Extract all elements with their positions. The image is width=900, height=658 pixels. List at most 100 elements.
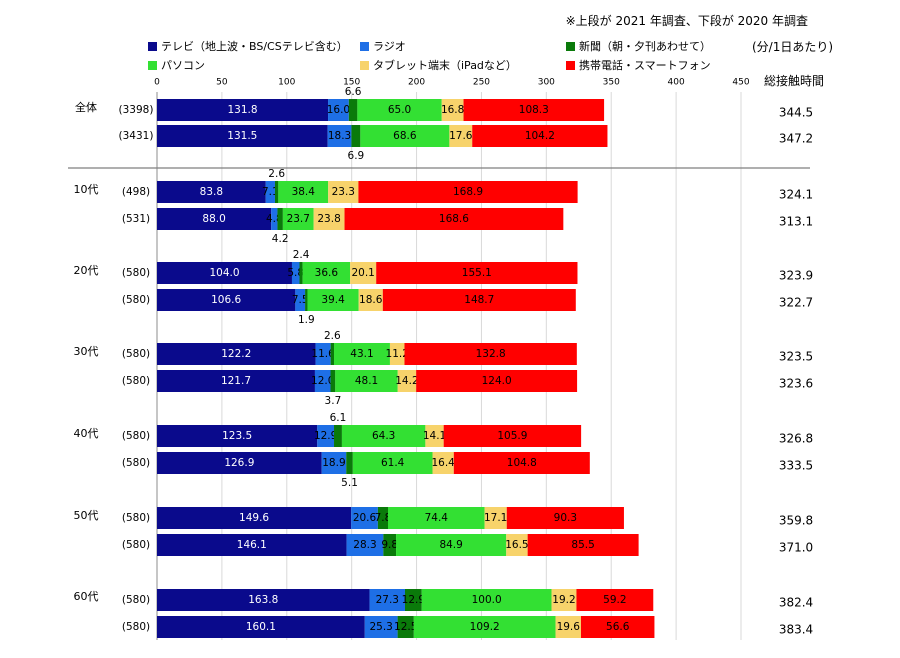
data-label: 19.6 (557, 621, 581, 633)
legend-item-tv: テレビ（地上波・BS/CSテレビ含む） (148, 38, 348, 54)
bar-segment (443, 425, 582, 447)
bar-segment (389, 343, 405, 365)
data-label: 14.2 (395, 375, 418, 387)
data-label: 11.2 (386, 348, 409, 360)
data-label: 132.8 (476, 348, 506, 360)
bar-segment (315, 343, 331, 365)
bar-segment (157, 534, 347, 556)
bar-segment (314, 370, 331, 392)
x-tick-label: 150 (343, 78, 360, 88)
data-label: 64.3 (372, 430, 395, 442)
bar-segment (321, 452, 347, 474)
data-label: 106.6 (211, 294, 241, 306)
data-label: 18.6 (359, 294, 383, 306)
data-label: 6.1 (330, 412, 347, 424)
data-label: 23.3 (332, 186, 355, 198)
data-label: 16.5 (505, 539, 528, 551)
data-label: 123.5 (222, 430, 252, 442)
total-value: 383.4 (779, 623, 813, 637)
sample-size-label: (3398) (119, 104, 154, 116)
bar-segment (527, 534, 639, 556)
total-value: 326.8 (779, 432, 813, 446)
data-label: 108.3 (519, 104, 549, 116)
bar-segment (295, 289, 306, 311)
bar-segment (405, 589, 422, 611)
data-label: 23.7 (287, 213, 310, 225)
data-label: 16.4 (431, 457, 455, 469)
data-label: 27.3 (376, 594, 399, 606)
sample-size-label: (580) (122, 430, 150, 442)
data-label: 84.9 (439, 539, 462, 551)
bar-segment (441, 99, 464, 121)
data-label: 61.4 (381, 457, 405, 469)
data-label: 20.1 (351, 267, 374, 279)
bar-segment (302, 262, 351, 284)
data-label: 14.1 (423, 430, 446, 442)
data-label: 7.1 (262, 186, 279, 198)
bar-segment (157, 125, 328, 147)
data-label: 155.1 (462, 267, 492, 279)
data-label: 124.0 (482, 375, 512, 387)
data-label: 20.6 (353, 512, 377, 524)
data-label: 43.1 (350, 348, 373, 360)
total-value: 324.1 (779, 188, 813, 202)
bar-segment (580, 616, 655, 638)
bar-segment (382, 289, 576, 311)
data-label: 11.6 (311, 348, 335, 360)
total-value: 323.5 (779, 350, 813, 364)
data-label: 148.7 (464, 294, 494, 306)
legend-label-tablet: タブレット端末（iPadなど） (373, 59, 517, 72)
legend-item-radio: ラジオ (360, 38, 406, 54)
x-tick-label: 250 (473, 78, 490, 88)
group-label: 10代 (74, 183, 99, 196)
bar-segment (358, 289, 383, 311)
data-label: 1.9 (298, 314, 315, 326)
bar-segment (425, 425, 444, 447)
group-label: 50代 (74, 509, 99, 522)
bar-segment (432, 452, 454, 474)
bar-segment (157, 425, 318, 447)
data-label: 19.2 (552, 594, 575, 606)
bar-segment (330, 370, 336, 392)
bar-segment (278, 181, 329, 203)
bar-segment (344, 208, 564, 230)
data-label: 16.0 (327, 104, 350, 116)
legend-label-mobile: 携帯電話・スマートフォン (579, 59, 711, 72)
bar-segment (157, 589, 370, 611)
bar-segment (334, 425, 342, 447)
group-label: 30代 (74, 345, 99, 358)
data-label: 18.3 (328, 130, 351, 142)
data-label: 48.1 (355, 375, 378, 387)
data-label: 17.1 (484, 512, 507, 524)
x-tick-label: 300 (538, 78, 555, 88)
data-label: 168.9 (453, 186, 483, 198)
data-label: 109.2 (470, 621, 500, 633)
data-label: 149.6 (239, 512, 269, 524)
legend-swatch-tv (148, 41, 157, 51)
total-value: 382.4 (779, 596, 813, 610)
data-label: 16.8 (441, 104, 464, 116)
bar-segment (157, 507, 352, 529)
bar-segment (364, 616, 398, 638)
bar-segment (376, 262, 578, 284)
data-label: 38.4 (292, 186, 316, 198)
bar-segment (358, 181, 578, 203)
data-label: 36.6 (315, 267, 339, 279)
bar-segment (416, 370, 578, 392)
bar-segment (404, 343, 577, 365)
bar-segment (506, 507, 624, 529)
data-label: 9.8 (381, 539, 398, 551)
data-label: 131.8 (227, 104, 257, 116)
bar-segment (484, 507, 507, 529)
data-label: 6.9 (348, 150, 365, 162)
bar-segment (277, 208, 283, 230)
data-label: 104.0 (209, 267, 239, 279)
bar-segment (157, 370, 315, 392)
sample-size-label: (580) (122, 294, 150, 306)
bar-segment (328, 99, 349, 121)
bar-segment (313, 208, 345, 230)
bar-segment (388, 507, 485, 529)
legend-item-newspaper: 新聞（朝・夕刊あわせて） (566, 38, 711, 54)
legend-item-mobile: 携帯電話・スマートフォン (566, 57, 711, 73)
total-value: 333.5 (779, 459, 813, 473)
